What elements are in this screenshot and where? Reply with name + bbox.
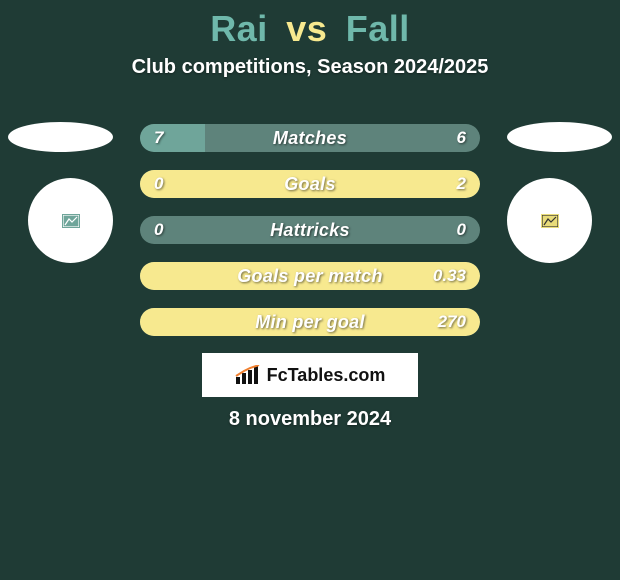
- left-player-flag: [8, 122, 113, 152]
- left-club-icon: [62, 214, 80, 228]
- generated-date: 8 november 2024: [0, 408, 620, 431]
- stat-label: Goals per match: [140, 262, 480, 290]
- chart-icon: [235, 365, 261, 385]
- subtitle: Club competitions, Season 2024/2025: [0, 56, 620, 79]
- left-player-avatar: [28, 178, 113, 263]
- comparison-card: Rai vs Fall Club competitions, Season 20…: [0, 0, 620, 580]
- stat-row: 00Hattricks: [140, 216, 480, 244]
- stat-row: 76Matches: [140, 124, 480, 152]
- stat-row: 270Min per goal: [140, 308, 480, 336]
- stat-row: 02Goals: [140, 170, 480, 198]
- stat-label: Goals: [140, 170, 480, 198]
- stat-label: Hattricks: [140, 216, 480, 244]
- stat-label: Min per goal: [140, 308, 480, 336]
- stat-label: Matches: [140, 124, 480, 152]
- right-player-flag: [507, 122, 612, 152]
- stats-bars: 76Matches 02Goals 00Hattricks 0.33Goals per…: [140, 124, 480, 354]
- right-player-avatar: [507, 178, 592, 263]
- stat-row: 0.33Goals per match: [140, 262, 480, 290]
- vs-label: vs: [286, 8, 327, 49]
- fctables-logo: FcTables.com: [202, 353, 418, 397]
- player-right-name: Fall: [346, 8, 410, 49]
- right-club-icon: [541, 214, 559, 228]
- logo-text: FcTables.com: [267, 365, 386, 386]
- player-left-name: Rai: [210, 8, 268, 49]
- page-title: Rai vs Fall: [0, 0, 620, 50]
